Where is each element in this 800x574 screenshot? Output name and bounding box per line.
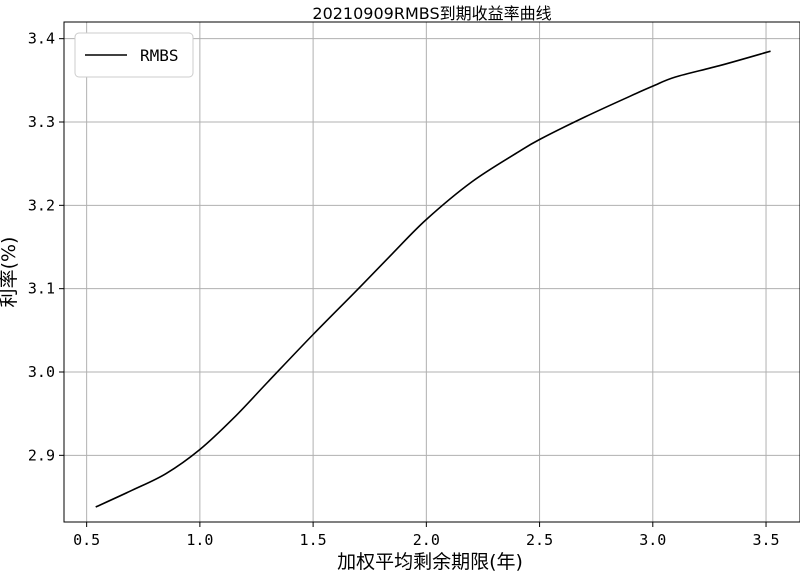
grid bbox=[64, 22, 800, 522]
y-tick-label-5: 3.4 bbox=[28, 30, 55, 48]
x-tick-label-4: 2.5 bbox=[526, 531, 553, 549]
y-tick-label-2: 3.1 bbox=[28, 280, 55, 298]
x-tick-label-6: 3.5 bbox=[752, 531, 779, 549]
x-tick-label-1: 1.0 bbox=[186, 531, 213, 549]
y-axis-ticks: 2.9 3.0 3.1 3.2 3.3 3.4 bbox=[28, 30, 64, 464]
legend-label-rmbs: RMBS bbox=[140, 46, 179, 65]
y-axis-label: 利率(%) bbox=[0, 237, 20, 308]
x-axis-label: 加权平均剩余期限(年) bbox=[337, 551, 523, 573]
x-axis-ticks: 0.5 1.0 1.5 2.0 2.5 3.0 3.5 bbox=[73, 522, 780, 549]
x-tick-label-2: 1.5 bbox=[300, 531, 327, 549]
series-line-rmbs bbox=[95, 50, 771, 508]
legend-box bbox=[74, 32, 194, 78]
x-tick-label-3: 2.0 bbox=[413, 531, 440, 549]
y-tick-label-0: 2.9 bbox=[28, 446, 55, 464]
x-tick-label-5: 3.0 bbox=[639, 531, 666, 549]
y-tick-label-1: 3.0 bbox=[28, 363, 55, 381]
x-tick-label-0: 0.5 bbox=[73, 531, 100, 549]
plot-frame bbox=[63, 21, 800, 523]
legend: RMBS bbox=[74, 32, 194, 78]
chart-title: 20210909RMBS到期收益率曲线 bbox=[312, 4, 551, 23]
y-tick-label-4: 3.3 bbox=[28, 113, 55, 131]
y-tick-label-3: 3.2 bbox=[28, 196, 55, 214]
